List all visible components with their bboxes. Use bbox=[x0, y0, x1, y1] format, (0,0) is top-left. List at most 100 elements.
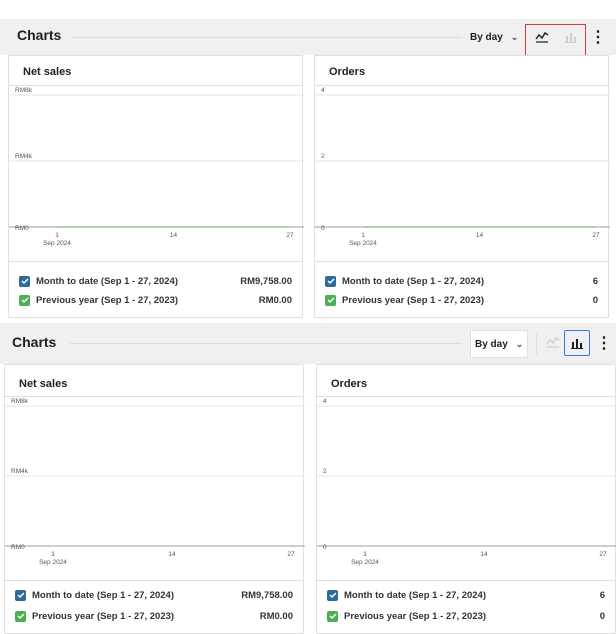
x-tick-label: 14 bbox=[170, 232, 178, 239]
y-tick-label: 0 bbox=[321, 225, 325, 232]
legend-label: Month to date (Sep 1 - 27, 2024) bbox=[36, 275, 178, 287]
header-divider bbox=[70, 343, 462, 344]
panel-divider bbox=[317, 396, 615, 397]
bar-chart-toggle[interactable] bbox=[564, 330, 590, 356]
panel-divider bbox=[315, 261, 608, 262]
legend-value: RM9,758.00 bbox=[240, 275, 292, 287]
bar-chart-toggle[interactable] bbox=[558, 25, 584, 49]
legend-label: Month to date (Sep 1 - 27, 2024) bbox=[344, 589, 486, 601]
y-tick-label: 2 bbox=[321, 153, 325, 160]
legend-label: Month to date (Sep 1 - 27, 2024) bbox=[342, 275, 484, 287]
panel-divider bbox=[315, 85, 608, 86]
panel-divider bbox=[9, 261, 302, 262]
y-tick-label: 4 bbox=[321, 87, 325, 94]
charts-header: Charts By day ⌄ ⋮ bbox=[0, 19, 616, 64]
checkbox-current[interactable] bbox=[327, 589, 338, 601]
bar-chart-icon bbox=[565, 33, 577, 43]
check-icon bbox=[20, 297, 29, 304]
x-tick-label: 14 bbox=[476, 232, 484, 239]
x-tick-label: 27 bbox=[599, 551, 607, 558]
check-icon bbox=[16, 613, 25, 620]
panel-title: Orders bbox=[329, 66, 366, 78]
panel-divider bbox=[317, 580, 615, 581]
orders-panel: Orders 0 2 4 1 14 27 Sep 2024 Month to date (S… bbox=[314, 55, 610, 318]
header-divider bbox=[72, 37, 462, 38]
panel-title: Net sales bbox=[19, 378, 68, 390]
legend-current[interactable]: Month to date (Sep 1 - 27, 2024) 6 bbox=[327, 587, 605, 603]
x-tick-label: 27 bbox=[287, 551, 295, 558]
checkbox-previous[interactable] bbox=[19, 294, 30, 306]
net-sales-panel: Net sales RM0 RM4k RM8k 1 14 27 Sep 2024 Month… bbox=[4, 364, 305, 634]
checkbox-previous[interactable] bbox=[325, 294, 336, 306]
x-tick-label: 27 bbox=[286, 232, 294, 239]
panel-divider bbox=[5, 580, 303, 581]
legend-label: Previous year (Sep 1 - 27, 2023) bbox=[32, 610, 175, 622]
y-tick-label: RM8k bbox=[11, 398, 29, 405]
legend-current[interactable]: Month to date (Sep 1 - 27, 2024) RM9,758… bbox=[15, 587, 293, 603]
legend-label: Month to date (Sep 1 - 27, 2024) bbox=[32, 589, 174, 601]
panel-divider bbox=[9, 85, 302, 86]
check-icon bbox=[328, 592, 337, 599]
legend-previous[interactable]: Previous year (Sep 1 - 27, 2023) 0 bbox=[325, 292, 598, 308]
interval-select[interactable]: By day ⌄ bbox=[470, 330, 528, 358]
charts-section-bar: Charts By day ⌄ ⋮ Net sales RM0 RM4k RM8k 1… bbox=[0, 323, 616, 634]
toolbar-separator bbox=[536, 333, 537, 355]
legend-value: 6 bbox=[599, 589, 605, 601]
x-tick-label: 14 bbox=[168, 551, 176, 558]
line-chart-toggle[interactable] bbox=[529, 25, 555, 49]
legend-current[interactable]: Month to date (Sep 1 - 27, 2024) RM9,758… bbox=[19, 273, 292, 289]
more-vertical-icon[interactable]: ⋮ bbox=[596, 335, 612, 352]
check-icon bbox=[16, 592, 25, 599]
y-tick-label: RM4k bbox=[15, 153, 33, 160]
legend-previous[interactable]: Previous year (Sep 1 - 27, 2023) RM0.00 bbox=[19, 292, 292, 308]
line-chart-toggle[interactable] bbox=[540, 330, 566, 354]
section-title: Charts bbox=[17, 27, 62, 43]
interval-select[interactable]: By day ⌄ bbox=[466, 25, 522, 49]
legend-value: RM0.00 bbox=[259, 610, 293, 622]
panel-divider bbox=[5, 396, 303, 397]
checkbox-previous[interactable] bbox=[327, 610, 338, 622]
checkbox-current[interactable] bbox=[325, 275, 336, 287]
legend-label: Previous year (Sep 1 - 27, 2023) bbox=[36, 294, 179, 306]
chevron-down-icon: ⌄ bbox=[515, 338, 524, 349]
orders-bar-chart: 0 2 4 1 14 27 Sep 2024 bbox=[317, 398, 616, 566]
y-tick-label: RM0 bbox=[15, 225, 29, 232]
legend-previous[interactable]: Previous year (Sep 1 - 27, 2023) RM0.00 bbox=[15, 608, 293, 624]
check-icon bbox=[326, 297, 335, 304]
x-tick-label: 1 bbox=[51, 551, 55, 558]
x-tick-label: 1 bbox=[361, 232, 365, 239]
line-chart-icon bbox=[546, 337, 560, 348]
legend-value: 0 bbox=[599, 610, 605, 622]
legend-value: 0 bbox=[592, 294, 598, 306]
legend-value: RM9,758.00 bbox=[241, 589, 293, 601]
y-tick-label: RM0 bbox=[11, 544, 25, 551]
checkbox-current[interactable] bbox=[15, 589, 26, 601]
check-icon bbox=[20, 278, 29, 285]
orders-panel: Orders 0 2 4 1 14 27 Sep 2024 Month to date (S… bbox=[316, 364, 616, 634]
checkbox-previous[interactable] bbox=[15, 610, 26, 622]
section-title: Charts bbox=[12, 334, 57, 350]
charts-section-line: Charts By day ⌄ ⋮ Net sales RM0 RM4k RM8k 1… bbox=[0, 19, 616, 318]
chevron-down-icon: ⌄ bbox=[510, 31, 519, 42]
interval-select-label: By day bbox=[470, 31, 503, 43]
y-tick-label: 0 bbox=[323, 544, 327, 551]
legend-current[interactable]: Month to date (Sep 1 - 27, 2024) 6 bbox=[325, 273, 598, 289]
y-tick-label: RM8k bbox=[15, 87, 33, 94]
y-tick-label: 2 bbox=[323, 468, 327, 475]
check-icon bbox=[328, 613, 337, 620]
checkbox-current[interactable] bbox=[19, 275, 30, 287]
net-sales-panel: Net sales RM0 RM4k RM8k 1 14 27 Sep 2024 Month… bbox=[8, 55, 304, 318]
y-tick-label: RM4k bbox=[11, 468, 29, 475]
legend-previous[interactable]: Previous year (Sep 1 - 27, 2023) 0 bbox=[327, 608, 605, 624]
x-tick-sublabel: Sep 2024 bbox=[39, 559, 67, 566]
y-tick-label: 4 bbox=[323, 398, 327, 405]
x-tick-label: 1 bbox=[55, 232, 59, 239]
legend-label: Previous year (Sep 1 - 27, 2023) bbox=[342, 294, 485, 306]
legend-value: 6 bbox=[592, 275, 598, 287]
panel-title: Net sales bbox=[23, 66, 72, 78]
legend-value: RM0.00 bbox=[258, 294, 292, 306]
bar-chart-icon bbox=[571, 339, 583, 349]
x-tick-sublabel: Sep 2024 bbox=[43, 240, 71, 247]
orders-line-chart: 0 2 4 1 14 27 Sep 2024 bbox=[315, 87, 610, 247]
more-vertical-icon[interactable]: ⋮ bbox=[590, 29, 606, 46]
